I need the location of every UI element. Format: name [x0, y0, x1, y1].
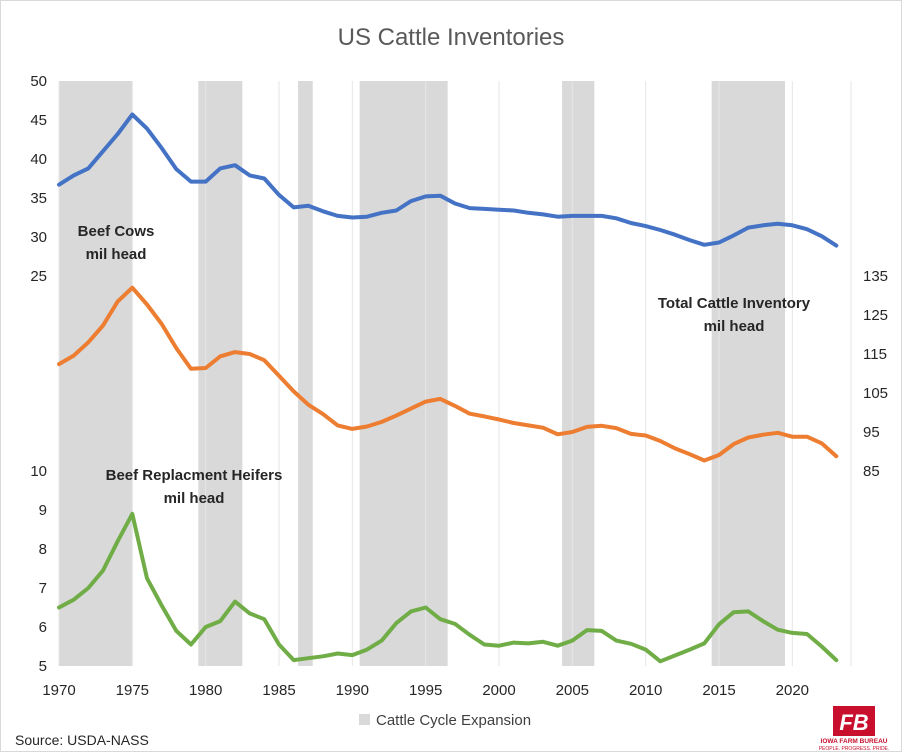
expansion-band-5	[711, 81, 785, 666]
expansion-shading-layer	[59, 81, 785, 666]
xtick-2: 1980	[189, 682, 222, 699]
logo-mark	[833, 706, 875, 736]
axis-tick-layer: 25 30 35 40 45 50 85 95 105 115 125 135 5 6 7 8 9 10 1970 1…	[30, 73, 888, 699]
expansion-band-2	[298, 81, 313, 666]
xtick-10: 2020	[776, 682, 809, 699]
xtick-7: 2005	[556, 682, 589, 699]
expansion-band-3	[359, 81, 448, 666]
beef_cows-ytick-3: 40	[30, 151, 47, 168]
svg-text:FB: FB	[839, 710, 868, 735]
beef_cows-line	[57, 112, 839, 248]
xtick-0: 1970	[42, 682, 75, 699]
source-note: Source: USDA-NASS	[15, 732, 149, 748]
total-cattle-label-line1: Total Cattle Inventory	[658, 295, 811, 312]
beef_cows-ytick-0: 25	[30, 268, 47, 285]
heifers-label-line1: Beef Replacment Heifers	[106, 467, 283, 484]
heifers-ytick-0: 5	[39, 658, 47, 675]
heifers-line	[57, 511, 839, 664]
total_cattle-ytick-3: 115	[863, 346, 887, 363]
heifers-ytick-3: 8	[39, 541, 47, 558]
beef_cows-ytick-4: 45	[30, 112, 47, 129]
xtick-5: 1995	[409, 682, 442, 699]
legend-label: Cattle Cycle Expansion	[376, 712, 531, 729]
total-cattle-label-line2: mil head	[704, 318, 765, 335]
xtick-6: 2000	[482, 682, 515, 699]
chart-title: US Cattle Inventories	[338, 24, 565, 51]
legend: Cattle Cycle Expansion	[359, 712, 531, 729]
beef-cows-label-line1: Beef Cows	[78, 223, 155, 240]
heifers-ytick-4: 9	[39, 502, 47, 519]
series-line-layer	[57, 112, 839, 664]
xtick-1: 1975	[116, 682, 149, 699]
xtick-9: 2015	[702, 682, 735, 699]
total_cattle-ytick-5: 135	[863, 268, 888, 285]
heifers-label-line2: mil head	[164, 490, 225, 507]
svg-text:PEOPLE. PROGRESS. PRIDE.: PEOPLE. PROGRESS. PRIDE.	[819, 746, 890, 751]
total_cattle-ytick-4: 125	[863, 307, 888, 324]
beef_cows-ytick-1: 30	[30, 229, 47, 246]
beef_cows-ytick-5: 50	[30, 73, 47, 90]
legend-swatch	[359, 714, 370, 725]
heifers-ytick-1: 6	[39, 619, 47, 636]
total_cattle-line	[57, 285, 839, 463]
xtick-3: 1985	[262, 682, 295, 699]
total_cattle-ytick-0: 85	[863, 463, 880, 480]
heifers-ytick-2: 7	[39, 580, 47, 597]
svg-text:IOWA FARM BUREAU: IOWA FARM BUREAU	[821, 738, 888, 745]
xtick-8: 2010	[629, 682, 662, 699]
xtick-4: 1990	[336, 682, 369, 699]
heifers-ytick-5: 10	[30, 463, 47, 480]
gridline-layer	[58, 81, 852, 666]
total_cattle-ytick-1: 95	[863, 424, 880, 441]
expansion-band-4	[562, 81, 595, 666]
iowa-farm-bureau-logo: FB IOWA FARM BUREAU PEOPLE. PROGRESS. PR…	[819, 706, 890, 751]
beef-cows-label-line2: mil head	[86, 246, 147, 263]
total_cattle-ytick-2: 105	[863, 385, 888, 402]
beef_cows-ytick-2: 35	[30, 190, 47, 207]
